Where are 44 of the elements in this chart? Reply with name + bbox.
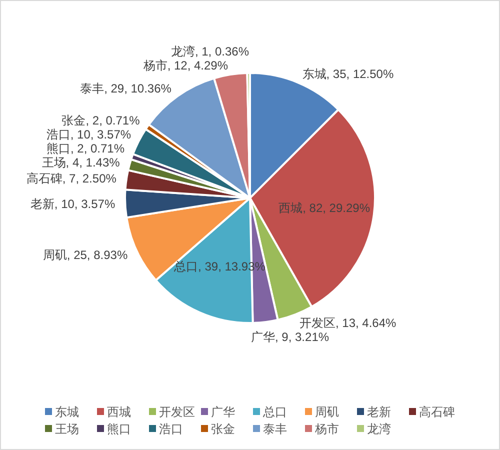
- data-label: 周矶, 25, 8.93%: [42, 248, 128, 262]
- legend-label: 张金: [211, 422, 235, 436]
- legend-label: 开发区: [159, 405, 195, 419]
- legend-label: 广华: [211, 405, 235, 419]
- data-label: 张金, 2, 0.71%: [62, 113, 140, 128]
- legend-item: 高石碑: [409, 405, 455, 419]
- data-label: 西城, 82, 29.29%: [278, 201, 370, 216]
- legend-label: 西城: [107, 405, 131, 419]
- legend-item: 杨市: [305, 422, 339, 436]
- legend-label: 王场: [55, 422, 79, 436]
- legend-item: 老新: [357, 405, 391, 419]
- data-label: 杨市, 12, 4.29%: [143, 58, 228, 73]
- legend-item: 龙湾: [357, 422, 391, 436]
- legend-label: 东城: [55, 405, 79, 419]
- legend-item: 广华: [201, 405, 235, 419]
- legend-label: 熊口: [107, 422, 131, 436]
- data-label: 王场, 4, 1.43%: [42, 155, 120, 170]
- legend-label: 总口: [262, 405, 287, 419]
- data-label: 广华, 9, 3.21%: [251, 330, 330, 344]
- legend-label: 泰丰: [263, 422, 287, 436]
- legend-item: 西城: [97, 405, 131, 419]
- legend-label: 高石碑: [419, 405, 455, 419]
- legend-item: 张金: [201, 422, 235, 436]
- data-label: 熊口, 2, 0.71%: [46, 141, 125, 156]
- data-label: 浩口, 10, 3.57%: [46, 127, 132, 142]
- data-label: 泰丰, 29, 10.36%: [80, 82, 172, 96]
- legend-item: 浩口: [149, 422, 183, 436]
- data-label: 东城, 35, 12.50%: [302, 67, 394, 82]
- legend-item: 熊口: [97, 422, 131, 436]
- legend-label: 老新: [367, 405, 391, 419]
- legend-label: 周矶: [315, 405, 339, 419]
- legend-item: 东城: [45, 405, 79, 419]
- legend-label: 杨市: [314, 422, 339, 436]
- legend-label: 浩口: [159, 422, 183, 436]
- legend-label: 龙湾: [367, 422, 391, 436]
- legend-item: 开发区: [149, 405, 195, 419]
- data-label: 龙湾, 1, 0.36%: [170, 44, 249, 59]
- legend-item: 泰丰: [253, 422, 287, 436]
- legend-item: 王场: [45, 422, 79, 436]
- legend-item: 总口: [253, 405, 287, 419]
- data-label: 开发区, 13, 4.64%: [300, 316, 396, 330]
- data-label: 老新, 10, 3.57%: [30, 197, 116, 211]
- legend-item: 周矶: [305, 405, 339, 419]
- data-label: 高石碑, 7, 2.50%: [26, 172, 116, 186]
